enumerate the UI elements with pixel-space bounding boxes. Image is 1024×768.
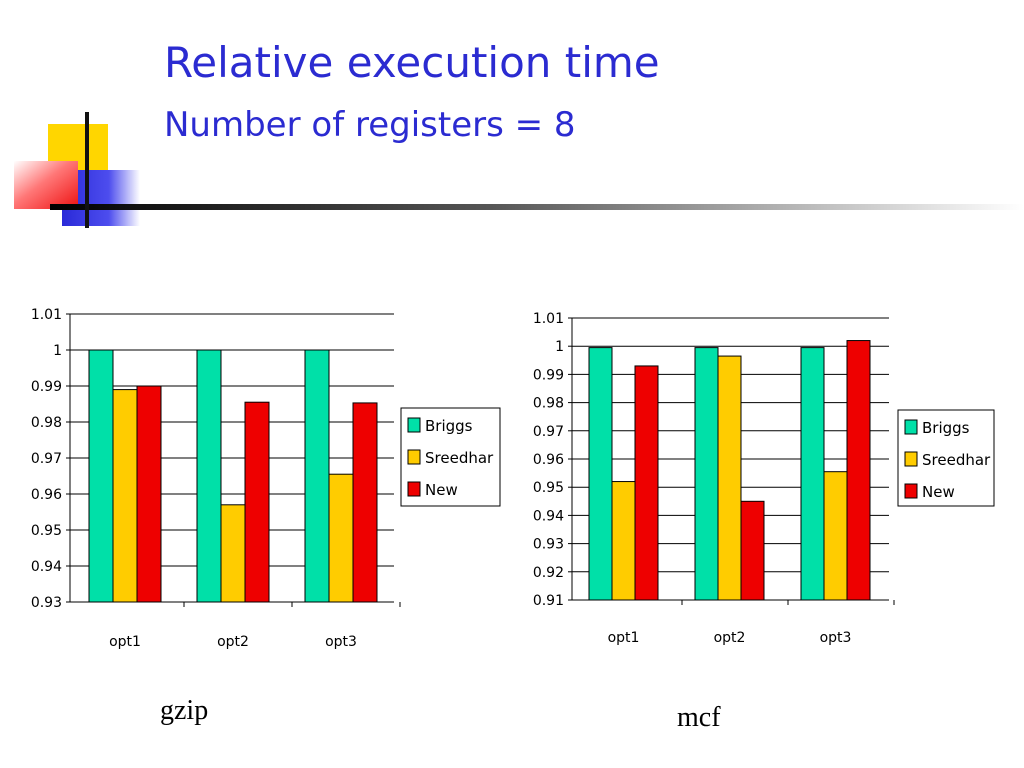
slide-title: Relative execution time (164, 38, 660, 87)
y-tick-label: 0.94 (31, 559, 62, 575)
bar-sreedhar-opt2 (220, 504, 246, 603)
x-category-label: opt2 (217, 634, 249, 650)
horizontal-rule (50, 204, 1024, 210)
legend-swatch-sreedhar (407, 449, 421, 465)
y-tick-label: 1 (53, 343, 62, 359)
x-category-label: opt3 (820, 630, 852, 646)
legend-swatch-briggs (407, 417, 421, 433)
legend-label-briggs: Briggs (922, 419, 970, 437)
x-category-label: opt1 (109, 634, 141, 650)
bar-new-opt1 (634, 365, 659, 601)
bar-sreedhar-opt1 (611, 481, 636, 601)
bar-new-opt2 (244, 401, 270, 603)
y-tick-label: 0.94 (533, 508, 564, 524)
legend-swatch-briggs (904, 419, 918, 435)
y-tick-label: 0.97 (533, 424, 564, 440)
y-tick-label: 0.95 (533, 480, 564, 496)
y-tick-label: 0.92 (533, 565, 564, 581)
red-square (14, 161, 78, 209)
vertical-rule (85, 112, 89, 228)
y-tick-label: 0.98 (31, 415, 62, 431)
x-category-label: opt1 (608, 630, 640, 646)
legend-label-sreedhar: Sreedhar (922, 451, 991, 469)
slide-subtitle: Number of registers = 8 (164, 105, 576, 145)
bar-briggs-opt1 (588, 347, 613, 601)
y-tick-label: 1.01 (31, 307, 62, 323)
y-tick-label: 1 (555, 339, 564, 355)
bar-new-opt3 (352, 402, 378, 603)
y-tick-label: 0.99 (533, 367, 564, 383)
legend-swatch-sreedhar (904, 451, 918, 467)
y-tick-label: 1.01 (533, 311, 564, 327)
y-tick-label: 0.95 (31, 523, 62, 539)
bar-briggs-opt2 (196, 349, 222, 603)
legend-label-sreedhar: Sreedhar (425, 449, 494, 467)
y-tick-label: 0.97 (31, 451, 62, 467)
bar-briggs-opt3 (304, 349, 330, 603)
x-category-label: opt3 (325, 634, 357, 650)
y-tick-label: 0.93 (31, 595, 62, 611)
gzip-caption: gzip (160, 695, 209, 726)
legend-swatch-new (904, 483, 918, 499)
legend-swatch-new (407, 481, 421, 497)
x-category-label: opt2 (714, 630, 746, 646)
mcf-caption: mcf (677, 702, 721, 733)
y-tick-label: 0.96 (31, 487, 62, 503)
bar-new-opt3 (846, 340, 871, 601)
y-tick-label: 0.93 (533, 537, 564, 553)
bar-sreedhar-opt1 (112, 389, 138, 603)
bar-new-opt1 (136, 385, 162, 603)
legend-label-briggs: Briggs (425, 417, 473, 435)
y-tick-label: 0.96 (533, 452, 564, 468)
y-tick-label: 0.98 (533, 396, 564, 412)
bar-briggs-opt1 (88, 349, 114, 603)
decorative-logo-graphic (14, 112, 1024, 228)
y-tick-label: 0.99 (31, 379, 62, 395)
y-tick-label: 0.91 (533, 593, 564, 609)
legend-label-new: New (922, 483, 955, 501)
bar-briggs-opt3 (800, 347, 825, 601)
legend-label-new: New (425, 481, 458, 499)
bar-sreedhar-opt2 (717, 355, 742, 601)
bar-new-opt2 (740, 500, 765, 601)
bar-sreedhar-opt3 (823, 471, 848, 601)
bar-sreedhar-opt3 (328, 473, 354, 603)
bar-briggs-opt2 (694, 347, 719, 601)
